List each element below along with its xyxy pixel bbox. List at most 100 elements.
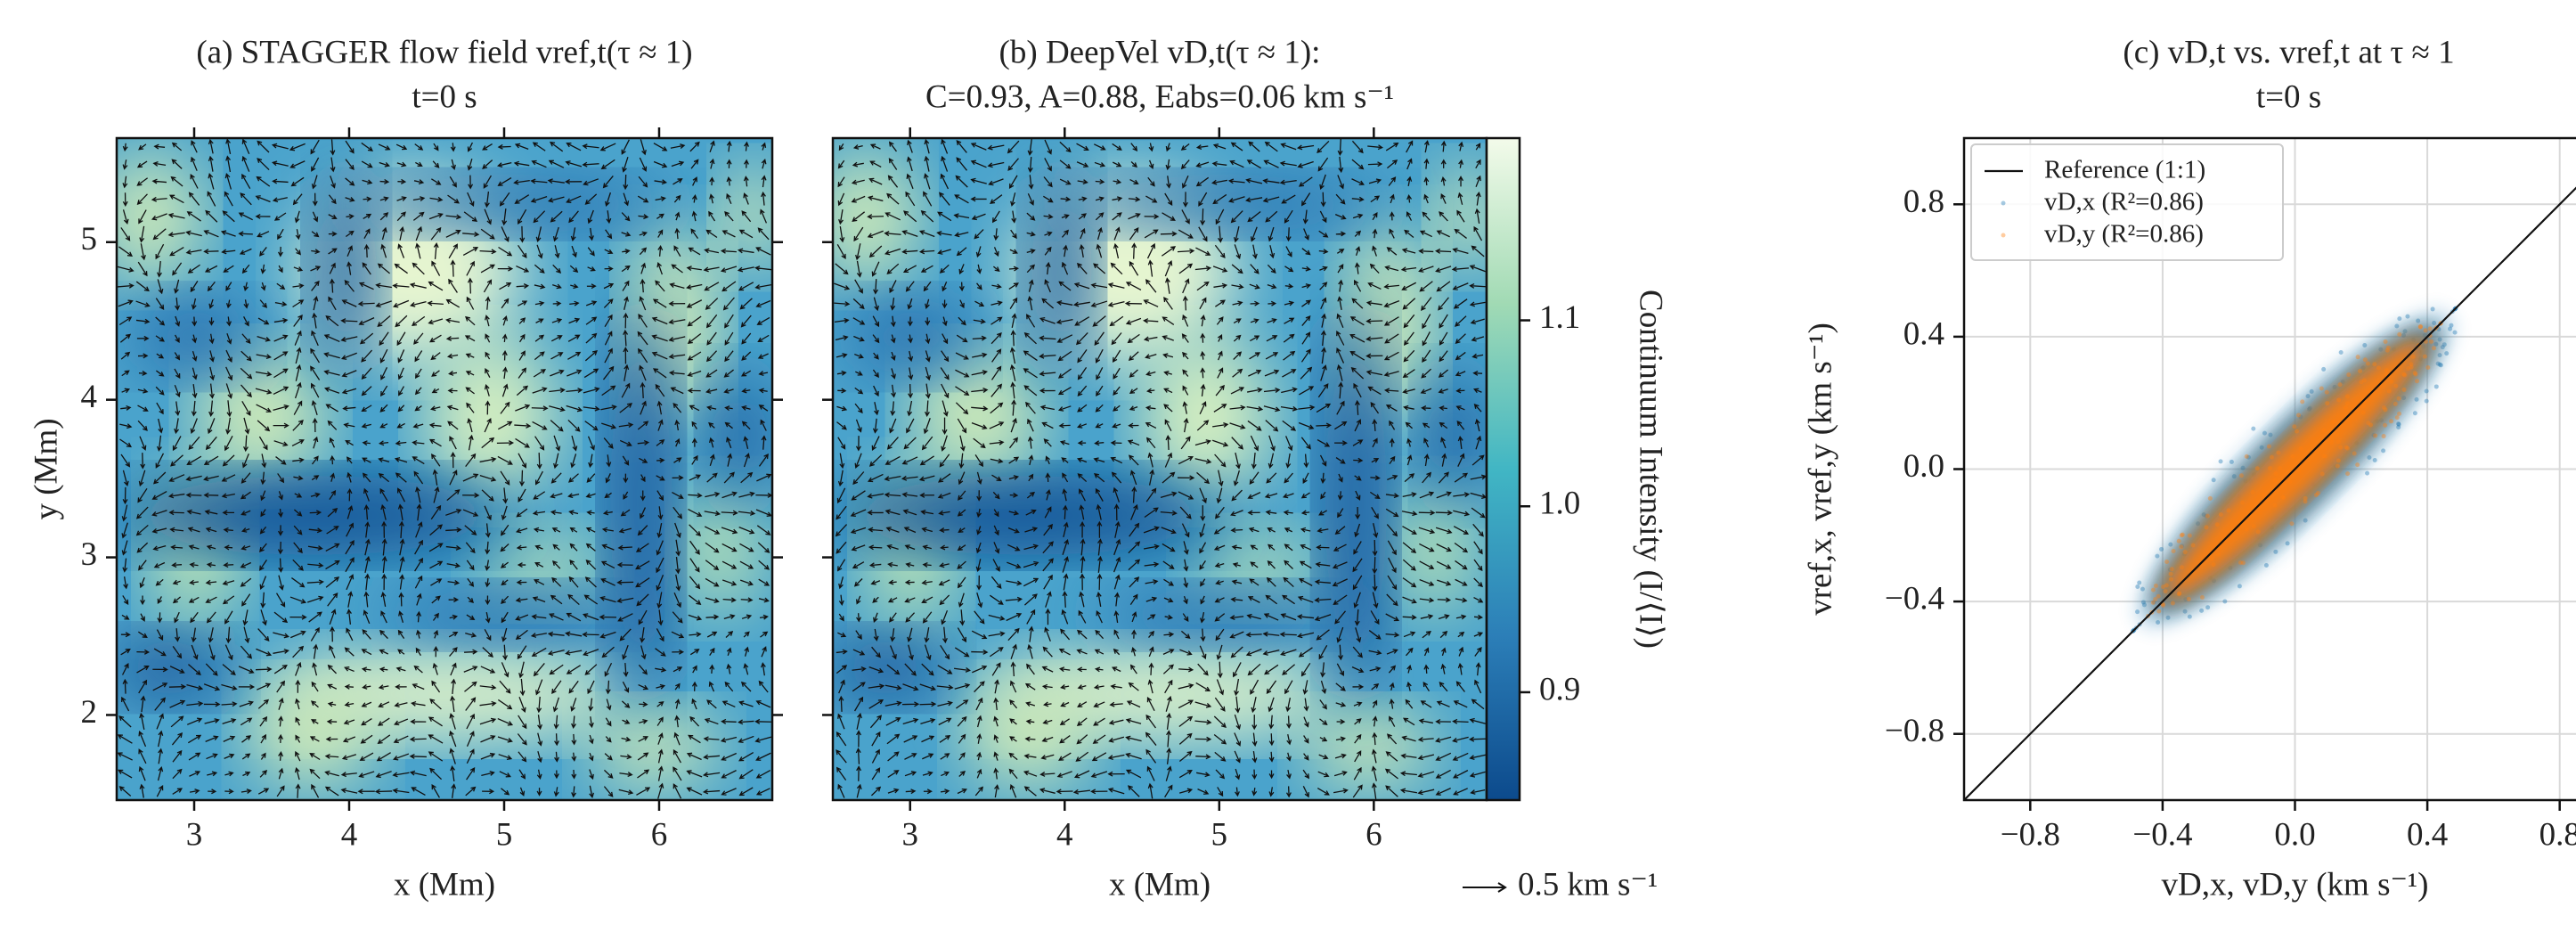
cloud-point <box>2329 436 2335 441</box>
cloud-point <box>2319 471 2325 477</box>
panel-subtitle: C=0.93, A=0.88, Eabs=0.06 km s⁻¹ <box>925 78 1394 115</box>
cloud-point <box>2187 533 2192 538</box>
cloud-point <box>2135 609 2140 615</box>
scatter-area <box>1964 138 2576 800</box>
cloud-point <box>2435 361 2441 366</box>
cloud-point <box>2385 345 2391 350</box>
cloud-point <box>2335 432 2340 437</box>
cloud-point <box>2397 331 2402 337</box>
cloud-point <box>2393 401 2398 406</box>
cloud-point <box>2176 592 2181 597</box>
cloud-point <box>2365 361 2370 366</box>
cloud-point <box>2323 454 2328 459</box>
cloud-point <box>2449 323 2454 328</box>
cloud-point <box>2416 318 2421 323</box>
cloud-point <box>2168 571 2173 576</box>
cloud-point <box>2303 499 2308 504</box>
cloud-point <box>2412 411 2417 416</box>
cloud-point <box>2424 398 2429 404</box>
x-tick-label: 4 <box>341 816 358 853</box>
cloud-point <box>2336 439 2341 445</box>
cloud-point <box>2373 433 2378 438</box>
cloud-point <box>2345 471 2351 477</box>
y-tick-label: 4 <box>81 379 98 415</box>
intensity-blob <box>1303 707 1435 788</box>
cloud-point <box>2414 396 2419 402</box>
cloud-point <box>2386 388 2392 394</box>
x-tick-label: 0.0 <box>2274 816 2315 853</box>
cloud-point <box>2401 372 2407 377</box>
y-tick-label: 0.8 <box>1903 184 1944 220</box>
cloud-point <box>2155 553 2160 559</box>
cloud-point <box>2337 382 2343 388</box>
cloud-point <box>2376 365 2381 371</box>
cloud-point <box>2244 527 2249 532</box>
intensity-blob <box>608 303 674 701</box>
cloud-point <box>2182 550 2188 555</box>
cloud-point <box>2394 323 2400 329</box>
axes-frame <box>115 136 774 802</box>
cloud-point <box>2226 508 2231 513</box>
cloud-point <box>2222 599 2228 604</box>
legend-label: vD,x (R²=0.86) <box>2044 188 2204 217</box>
cloud-point <box>2441 342 2447 347</box>
panel-subtitle: t=0 s <box>2256 78 2321 115</box>
cloud-point <box>2352 451 2357 456</box>
cloud-point <box>2309 388 2314 394</box>
cloud-point <box>2409 364 2414 370</box>
cloud-point <box>2303 518 2308 523</box>
cloud-point <box>2289 521 2295 527</box>
cloud-point <box>2361 378 2367 383</box>
cloud-point <box>2168 542 2173 547</box>
cloud-point <box>2177 591 2182 596</box>
cloud-point <box>2406 366 2411 372</box>
cloud-point <box>2182 609 2188 614</box>
x-tick-label: −0.4 <box>2132 816 2192 853</box>
cloud-point <box>2180 532 2185 537</box>
panel-title: (c) vD,t vs. vref,t at τ ≈ 1 <box>2123 34 2454 70</box>
cloud-point <box>2362 342 2368 347</box>
cloud-point <box>2214 522 2220 527</box>
intensity-blob <box>833 475 1226 556</box>
y-tick-label: 3 <box>81 536 98 573</box>
cloud-point <box>2423 328 2428 333</box>
cloud-point <box>2417 324 2423 330</box>
cloud-point <box>2179 544 2184 550</box>
cloud-point <box>2396 421 2401 427</box>
cloud-point <box>2381 448 2386 454</box>
y-tick-label: 2 <box>81 694 98 731</box>
y-tick-label: −0.8 <box>1885 713 1944 749</box>
cloud-point <box>2268 466 2273 471</box>
cloud-point <box>2209 556 2214 561</box>
cloud-point <box>2169 567 2174 572</box>
cloud-point <box>2383 422 2388 428</box>
intensity-blob <box>195 349 327 483</box>
cloud-point <box>2315 490 2320 495</box>
cloud-point <box>2344 394 2350 399</box>
intensity-blob <box>1139 336 1271 496</box>
x-tick-label: 6 <box>651 816 668 853</box>
cloud-point <box>2281 495 2287 501</box>
intensity-blob <box>1323 303 1389 701</box>
cloud-point <box>2393 383 2399 388</box>
panel-subtitle: t=0 s <box>412 78 477 115</box>
cloud-point <box>2156 609 2162 614</box>
cloud-point <box>2159 546 2164 552</box>
panel-title: (b) DeepVel vD,t(τ ≈ 1): <box>999 34 1321 70</box>
cloud-point <box>2156 593 2161 599</box>
cloud-point <box>2422 354 2427 359</box>
cloud-point <box>2437 337 2442 342</box>
cloud-point <box>2262 492 2267 497</box>
cloud-point <box>2436 327 2441 332</box>
cloud-point <box>2389 419 2394 424</box>
cloud-point <box>2292 424 2297 429</box>
x-tick-label: 4 <box>1056 816 1073 853</box>
cloud-point <box>2336 397 2342 403</box>
intensity-blob <box>963 681 1095 788</box>
cloud-point <box>2150 600 2156 605</box>
cloud-point <box>2179 565 2184 570</box>
cloud-point <box>2273 471 2278 477</box>
cloud-point <box>2153 597 2158 602</box>
cloud-point <box>2211 562 2216 568</box>
